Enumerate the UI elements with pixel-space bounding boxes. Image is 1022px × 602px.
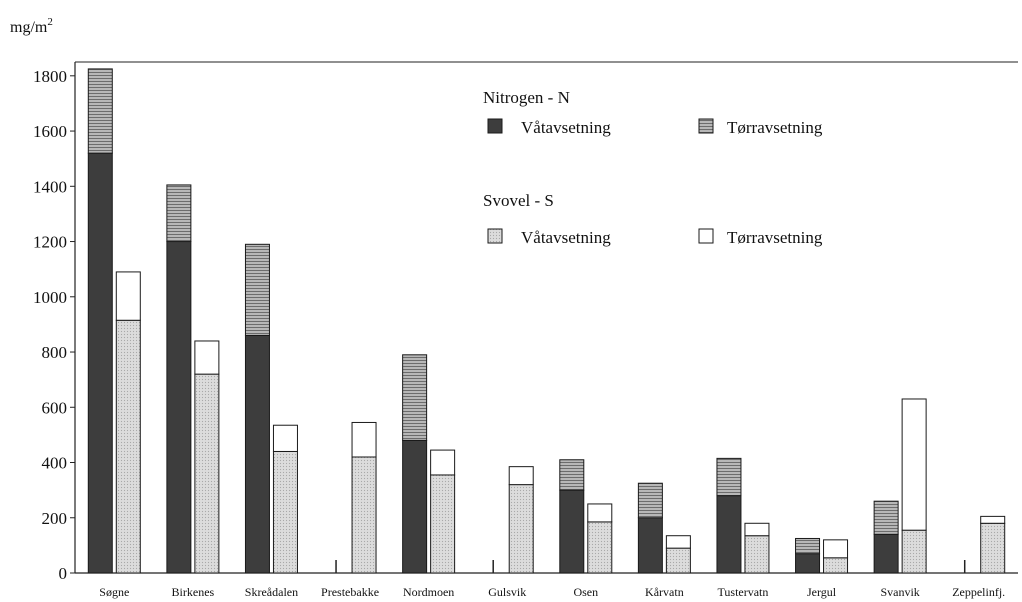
axes xyxy=(70,61,1018,574)
bar-s-wet xyxy=(272,450,298,574)
category-label: Gulsvik xyxy=(488,585,526,599)
legend-swatch-s-dry xyxy=(698,228,714,244)
y-tick-label: 1800 xyxy=(33,67,67,86)
legend-label-n-wet: Våtavsetning xyxy=(521,118,611,137)
category-label: Jergul xyxy=(807,585,837,599)
bar-n-dry xyxy=(795,537,821,555)
bar-n-wet xyxy=(559,489,585,574)
legend-label-s-wet: Våtavsetning xyxy=(521,228,611,247)
legend-group-nitrogen: Nitrogen - N xyxy=(483,88,570,107)
category-label: Skreådalen xyxy=(245,585,298,599)
legend-label-n-dry: Tørravsetning xyxy=(727,118,823,137)
category-label: Birkenes xyxy=(172,585,215,599)
bar-s-dry xyxy=(272,424,298,452)
bar-s-dry xyxy=(430,449,456,476)
bar-s-dry xyxy=(115,271,141,321)
legend-label-s-dry: Tørravsetning xyxy=(727,228,823,247)
category-label: Nordmoen xyxy=(403,585,454,599)
bar-n-dry xyxy=(87,68,113,154)
y-tick-label: 1000 xyxy=(33,288,67,307)
bar-n-dry xyxy=(402,354,428,441)
bar-n-dry xyxy=(244,243,270,336)
y-tick-label: 200 xyxy=(42,509,68,528)
bar-n-wet xyxy=(873,533,899,574)
bar-s-wet xyxy=(508,484,534,574)
y-tick-label: 0 xyxy=(59,564,68,583)
category-label: Zeppelinfj. xyxy=(952,585,1005,599)
bar-s-wet xyxy=(430,474,456,574)
y-tick-label: 600 xyxy=(42,398,68,417)
category-label: Prestebakke xyxy=(321,585,379,599)
bar-n-dry xyxy=(873,500,899,535)
category-label: Svanvik xyxy=(880,585,919,599)
bar-n-wet xyxy=(716,495,742,574)
bar-s-wet xyxy=(823,557,849,574)
y-tick-label: 1200 xyxy=(33,233,67,252)
bar-s-wet xyxy=(901,529,927,574)
bar-s-wet xyxy=(665,547,691,574)
bar-s-dry xyxy=(194,340,220,375)
y-tick-label: 800 xyxy=(42,343,68,362)
bar-s-wet xyxy=(980,522,1006,574)
bar-n-wet xyxy=(402,439,428,574)
bar-s-dry xyxy=(980,515,1006,524)
category-labels: Søgne Birkenes Skreådalen Prestebakke Nordmo… xyxy=(99,585,1005,599)
bar-n-dry xyxy=(716,457,742,497)
legend-swatch-n-dry xyxy=(698,118,714,134)
bar-s-dry xyxy=(351,421,377,458)
bar-n-wet xyxy=(244,334,270,574)
y-tick-label: 1600 xyxy=(33,122,67,141)
bar-n-wet xyxy=(166,241,192,574)
y-tick-label: 400 xyxy=(42,454,68,473)
bar-s-dry xyxy=(823,539,849,559)
bar-s-wet xyxy=(587,521,613,574)
bar-n-wet xyxy=(795,553,821,574)
bar-s-dry xyxy=(901,398,927,531)
legend-swatch-s-wet xyxy=(487,228,503,244)
category-label: Tustervatn xyxy=(718,585,769,599)
bars-layer xyxy=(87,68,1006,574)
bar-s-wet xyxy=(744,535,770,574)
legend-swatch-n-wet xyxy=(487,118,503,134)
y-tick-label: 1400 xyxy=(33,177,67,196)
y-unit-label: mg/m2 xyxy=(10,16,53,36)
bar-s-wet xyxy=(194,373,220,574)
category-label: Søgne xyxy=(99,585,129,599)
bar-n-dry xyxy=(637,482,663,519)
y-tick-labels: 0 200 400 600 800 1000 1200 1400 1600 1800 xyxy=(33,67,67,583)
category-label: Kårvatn xyxy=(645,585,684,599)
bar-s-dry xyxy=(665,535,691,549)
bar-s-dry xyxy=(508,466,534,486)
bar-s-wet xyxy=(351,456,377,574)
category-label: Osen xyxy=(573,585,598,599)
bar-n-dry xyxy=(166,184,192,243)
bar-s-wet xyxy=(115,319,141,574)
bar-n-wet xyxy=(87,152,113,574)
bar-s-dry xyxy=(587,503,613,523)
bar-n-dry xyxy=(559,459,585,491)
legend-group-sulphur: Svovel - S xyxy=(483,191,554,210)
legend: Nitrogen - N Våtavsetning Tørravsetning … xyxy=(483,88,823,247)
bar-s-dry xyxy=(744,522,770,537)
bar-n-wet xyxy=(637,517,663,574)
